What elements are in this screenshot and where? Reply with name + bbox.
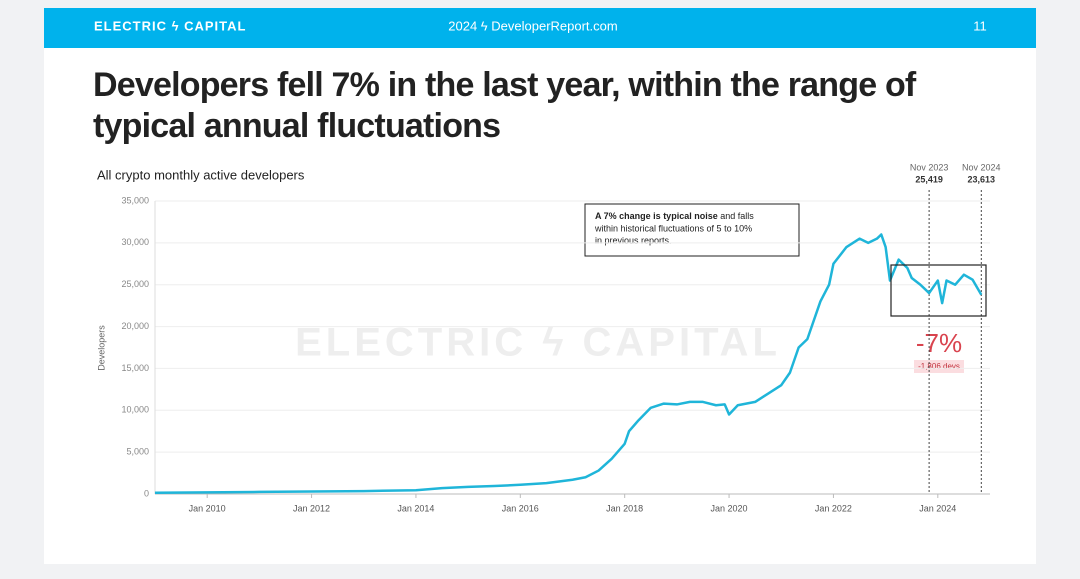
card xyxy=(44,8,1036,564)
brand: ELECTRIC ϟ CAPITAL xyxy=(94,18,246,33)
note-text: in previous reports. xyxy=(595,235,672,245)
x-tick-label: Jan 2020 xyxy=(711,503,748,513)
marker-value: 23,613 xyxy=(968,174,996,184)
note-text: and falls xyxy=(720,211,754,221)
x-tick-label: Jan 2010 xyxy=(189,503,226,513)
y-tick-label: 25,000 xyxy=(121,279,149,289)
headline: Developers fell 7% in the last year, wit… xyxy=(93,66,917,104)
y-axis-label: Developers xyxy=(96,325,106,371)
change-badge xyxy=(914,360,964,373)
page-number: 11 xyxy=(973,18,987,33)
x-tick-label: Jan 2022 xyxy=(815,503,852,513)
site: 2024 ϟ DeveloperReport.com xyxy=(448,18,617,33)
y-tick-label: 20,000 xyxy=(121,321,149,331)
marker-label: Nov 2023 xyxy=(910,162,949,172)
y-tick-label: 35,000 xyxy=(121,195,149,205)
marker-value: 25,419 xyxy=(915,174,943,184)
note-bold: A 7% change is typical noise xyxy=(595,211,718,221)
note-box xyxy=(584,203,800,257)
headline: typical annual fluctuations xyxy=(93,107,500,145)
note-text: within historical fluctuations of 5 to 1… xyxy=(594,223,752,233)
y-tick-label: 5,000 xyxy=(126,447,149,457)
x-tick-label: Jan 2024 xyxy=(919,503,956,513)
y-tick-label: 0 xyxy=(144,488,149,498)
y-tick-label: 15,000 xyxy=(121,363,149,373)
header-bar xyxy=(44,8,1036,48)
change-label: -7% xyxy=(916,328,962,358)
y-tick-label: 10,000 xyxy=(121,405,149,415)
change-detail: -1,806 devs xyxy=(918,362,960,371)
highlight-box xyxy=(890,264,987,317)
x-tick-label: Jan 2018 xyxy=(606,503,643,513)
chart-title: All crypto monthly active developers xyxy=(97,167,305,182)
watermark: ELECTRIC ϟ CAPITAL xyxy=(295,321,781,365)
x-tick-label: Jan 2016 xyxy=(502,503,539,513)
note: A 7% change is typical noise and falls xyxy=(595,211,754,221)
series-line xyxy=(154,233,983,494)
marker-label: Nov 2024 xyxy=(962,162,1001,172)
x-tick-label: Jan 2014 xyxy=(397,503,434,513)
x-tick-label: Jan 2012 xyxy=(293,503,330,513)
y-tick-label: 30,000 xyxy=(121,237,149,247)
